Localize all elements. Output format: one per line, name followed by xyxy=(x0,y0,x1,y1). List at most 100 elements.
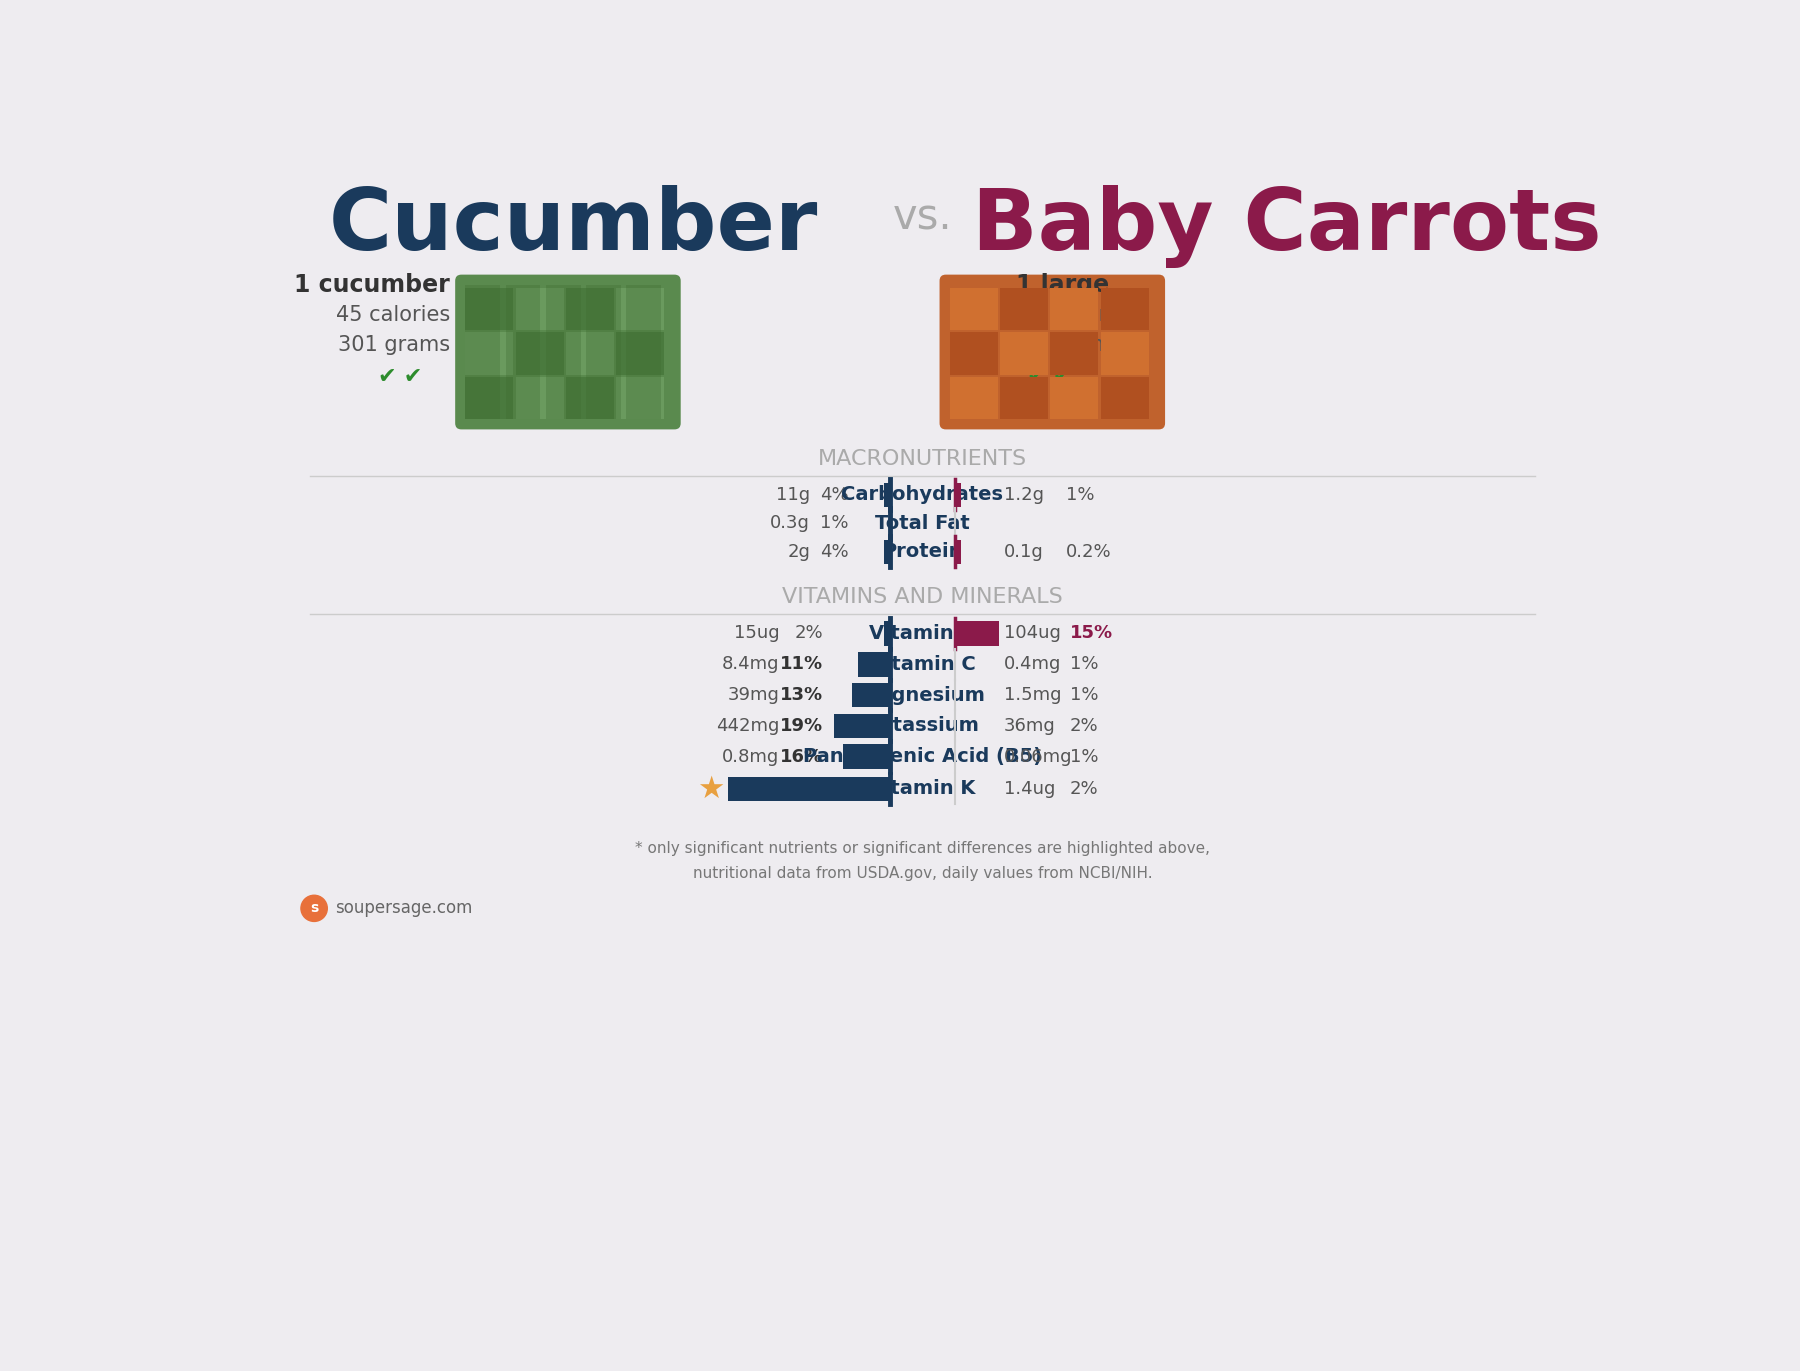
Bar xyxy=(833,713,889,738)
Text: vs.: vs. xyxy=(893,196,952,239)
Text: soupersage.com: soupersage.com xyxy=(335,899,472,917)
Text: Carbohydrates: Carbohydrates xyxy=(842,485,1004,505)
Bar xyxy=(464,377,513,420)
Bar xyxy=(464,332,513,374)
Bar xyxy=(1051,332,1098,374)
Text: Vitamin A: Vitamin A xyxy=(869,624,976,643)
Text: 39mg: 39mg xyxy=(727,686,779,705)
Text: 0.2%: 0.2% xyxy=(1066,543,1112,561)
Text: 2g: 2g xyxy=(787,543,810,561)
Text: 1%: 1% xyxy=(1069,655,1098,673)
Bar xyxy=(515,332,563,374)
Bar xyxy=(1051,288,1098,330)
Text: ✔ ✔: ✔ ✔ xyxy=(378,367,423,387)
Text: Protein: Protein xyxy=(882,543,963,561)
Text: MACRONUTRIENTS: MACRONUTRIENTS xyxy=(817,448,1028,469)
Text: 13%: 13% xyxy=(779,686,823,705)
Text: 4%: 4% xyxy=(821,543,850,561)
Text: * only significant nutrients or significant differences are highlighted above,: * only significant nutrients or signific… xyxy=(635,842,1210,857)
Text: 49ug: 49ug xyxy=(733,780,779,798)
Text: Vitamin K: Vitamin K xyxy=(869,780,976,798)
Bar xyxy=(565,377,614,420)
Bar xyxy=(565,332,614,374)
Bar xyxy=(842,744,889,769)
Text: 2%: 2% xyxy=(794,624,823,643)
Bar xyxy=(950,288,997,330)
Text: 2%: 2% xyxy=(1069,717,1098,735)
Text: Potassium: Potassium xyxy=(866,717,979,735)
Text: 1%: 1% xyxy=(1069,686,1098,705)
Text: ✔ ✔: ✔ ✔ xyxy=(1028,367,1071,387)
Bar xyxy=(956,621,999,646)
Text: 442mg: 442mg xyxy=(716,717,779,735)
Bar xyxy=(565,288,614,330)
Text: 0.3g: 0.3g xyxy=(770,514,810,532)
Bar xyxy=(884,621,889,646)
Text: VITAMINS AND MINERALS: VITAMINS AND MINERALS xyxy=(783,587,1062,607)
Bar xyxy=(857,653,889,676)
Text: 1.4ug: 1.4ug xyxy=(1004,780,1055,798)
Bar xyxy=(1001,332,1048,374)
Bar xyxy=(1102,332,1148,374)
Bar xyxy=(515,377,563,420)
Text: 16%: 16% xyxy=(779,747,823,765)
Text: 36mg: 36mg xyxy=(1004,717,1055,735)
Text: Pantothenic Acid (B5): Pantothenic Acid (B5) xyxy=(803,747,1042,766)
Text: Magnesium: Magnesium xyxy=(860,686,985,705)
Bar xyxy=(464,288,513,330)
Text: 11g: 11g xyxy=(776,485,810,505)
Bar xyxy=(626,285,661,420)
FancyBboxPatch shape xyxy=(455,274,680,429)
Text: 11%: 11% xyxy=(779,655,823,673)
Text: 0.8mg: 0.8mg xyxy=(722,747,779,765)
Text: 15%: 15% xyxy=(1069,624,1112,643)
Text: 5.3 calories: 5.3 calories xyxy=(1015,306,1136,325)
Text: 0.4mg: 0.4mg xyxy=(1004,655,1062,673)
Text: 1 large: 1 large xyxy=(1015,273,1109,298)
Bar xyxy=(1001,377,1048,420)
Text: 1%: 1% xyxy=(1069,747,1098,765)
Text: 0.1g: 0.1g xyxy=(1004,543,1044,561)
Bar xyxy=(1001,288,1048,330)
Text: 2%: 2% xyxy=(1069,780,1098,798)
Bar xyxy=(506,285,540,420)
Text: 19%: 19% xyxy=(779,717,823,735)
Bar xyxy=(545,285,581,420)
Bar xyxy=(950,377,997,420)
Text: 8.4mg: 8.4mg xyxy=(722,655,779,673)
Bar xyxy=(950,332,997,374)
Text: 1%: 1% xyxy=(1066,485,1094,505)
Text: 1.2g: 1.2g xyxy=(1004,485,1044,505)
Bar xyxy=(884,483,889,507)
Text: 55%: 55% xyxy=(779,780,823,798)
Bar xyxy=(851,683,889,707)
Text: 1 cucumber: 1 cucumber xyxy=(293,273,450,298)
Text: Cucumber: Cucumber xyxy=(329,185,819,267)
Bar xyxy=(616,288,664,330)
Bar xyxy=(956,483,961,507)
Bar xyxy=(884,540,889,563)
Text: ★: ★ xyxy=(698,775,725,803)
Bar xyxy=(1051,377,1098,420)
Text: 0.06mg: 0.06mg xyxy=(1004,747,1073,765)
Circle shape xyxy=(301,895,328,921)
Text: nutritional data from USDA.gov, daily values from NCBI/NIH.: nutritional data from USDA.gov, daily va… xyxy=(693,866,1152,882)
Text: 104ug: 104ug xyxy=(1004,624,1060,643)
Text: Total Fat: Total Fat xyxy=(875,514,970,533)
Bar xyxy=(515,288,563,330)
Bar xyxy=(1102,288,1148,330)
Bar xyxy=(956,540,961,563)
Text: 4%: 4% xyxy=(821,485,850,505)
Text: 1.5mg: 1.5mg xyxy=(1004,686,1062,705)
Bar xyxy=(616,332,664,374)
Bar xyxy=(727,776,889,801)
Bar xyxy=(1102,377,1148,420)
FancyBboxPatch shape xyxy=(940,274,1165,429)
Text: Baby Carrots: Baby Carrots xyxy=(972,185,1602,267)
Text: 45 calories: 45 calories xyxy=(335,306,450,325)
Bar xyxy=(587,285,621,420)
Text: 15ug: 15ug xyxy=(734,624,779,643)
Text: 301 grams: 301 grams xyxy=(338,335,450,355)
Text: s: s xyxy=(310,901,319,916)
Text: 1%: 1% xyxy=(821,514,850,532)
